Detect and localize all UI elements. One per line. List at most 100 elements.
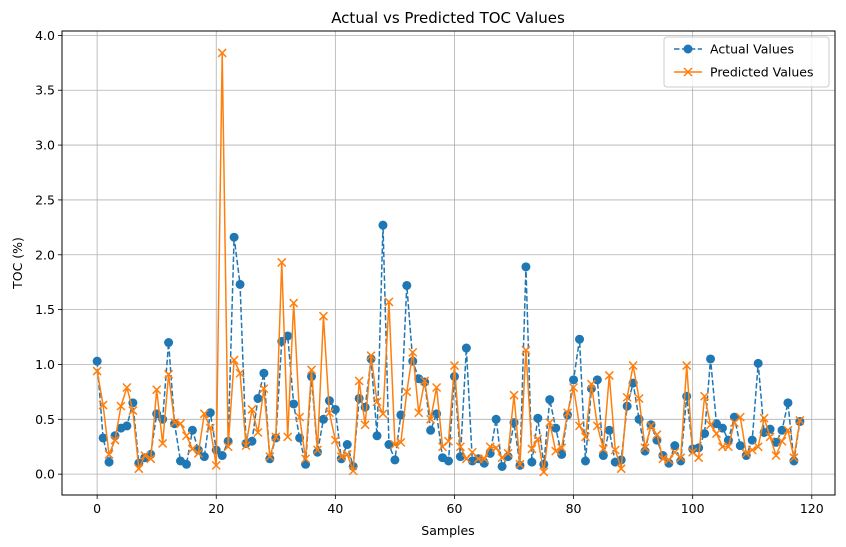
x-tick-label: 80: [566, 501, 582, 516]
data-point: [759, 413, 769, 423]
y-tick-label: 2.5: [35, 192, 55, 207]
data-point: [664, 455, 674, 465]
data-point: [271, 432, 281, 442]
data-point: [706, 354, 716, 364]
data-point: [479, 458, 489, 468]
data-point: [92, 356, 102, 366]
data-point: [592, 421, 602, 431]
data-point: [205, 423, 215, 433]
data-point: [598, 444, 608, 454]
data-point: [312, 447, 322, 457]
data-point: [479, 454, 489, 464]
data-point: [247, 404, 257, 414]
legend-actual-label: Actual Values: [710, 42, 794, 57]
data-point: [122, 421, 132, 431]
data-point: [134, 464, 144, 474]
data-point: [283, 432, 293, 442]
data-point: [598, 451, 608, 461]
x-tick-label: 20: [208, 501, 224, 516]
data-point: [509, 390, 519, 400]
data-point: [426, 414, 436, 424]
data-point: [604, 370, 614, 380]
data-point: [735, 441, 745, 451]
data-point: [199, 409, 209, 419]
data-point: [277, 257, 287, 267]
data-point: [455, 452, 465, 462]
data-point: [652, 430, 662, 440]
data-point: [527, 457, 537, 467]
data-point: [318, 311, 328, 321]
data-point: [116, 401, 126, 411]
data-point: [592, 375, 602, 385]
data-point: [771, 450, 781, 461]
x-tick-label: 120: [800, 501, 824, 516]
data-point: [342, 449, 352, 459]
data-point: [521, 345, 531, 355]
data-point: [711, 429, 722, 439]
grid: [62, 31, 835, 495]
data-point: [342, 440, 352, 450]
data-point: [574, 421, 585, 431]
data-point: [318, 414, 328, 424]
data-point: [253, 427, 263, 438]
data-point: [700, 391, 710, 401]
legend-predicted-marker: [683, 67, 693, 77]
data-point: [646, 421, 656, 431]
data-point: [795, 415, 805, 425]
data-point: [372, 397, 382, 407]
data-point: [640, 446, 650, 456]
data-point: [289, 298, 299, 308]
chart-title: Actual vs Predicted TOC Values: [331, 9, 565, 27]
data-point: [402, 387, 412, 397]
y-axis-label: TOC (%): [10, 237, 25, 290]
data-point: [616, 464, 626, 474]
data-point: [92, 366, 102, 376]
data-point: [622, 392, 632, 402]
data-point: [449, 372, 459, 382]
data-point: [372, 431, 382, 441]
data-point: [110, 435, 120, 445]
data-point: [783, 398, 793, 408]
data-point: [283, 331, 293, 341]
data-point: [640, 443, 650, 453]
legend-actual-marker: [683, 44, 693, 54]
data-point: [426, 425, 436, 435]
y-tick-label: 1.5: [35, 302, 55, 317]
x-tick-label: 60: [447, 501, 463, 516]
data-point: [533, 413, 543, 423]
data-point: [128, 406, 138, 416]
data-point: [181, 459, 191, 469]
data-point: [628, 361, 638, 371]
data-point: [569, 375, 579, 385]
data-point: [384, 297, 394, 307]
data-point: [580, 456, 590, 466]
y-tick-label: 2.0: [35, 247, 55, 262]
data-point: [98, 400, 108, 410]
data-point: [777, 425, 787, 435]
legend: Actual Values Predicted Values: [663, 36, 830, 88]
data-point: [420, 376, 430, 386]
x-axis: 0 20 40 60 80 100 120: [93, 495, 824, 516]
data-point: [211, 460, 221, 470]
data-point: [783, 425, 793, 435]
data-point: [449, 361, 459, 371]
data-point: [461, 343, 471, 353]
y-tick-label: 0.0: [35, 467, 55, 482]
data-point: [390, 440, 400, 450]
data-point: [306, 365, 317, 375]
data-point: [414, 408, 424, 418]
data-point: [396, 437, 406, 447]
data-point: [753, 358, 763, 368]
data-point: [247, 436, 257, 446]
x-tick-label: 40: [327, 501, 343, 516]
data-point: [634, 393, 644, 404]
data-point: [747, 435, 757, 445]
data-point: [265, 452, 275, 462]
data-point: [563, 408, 573, 418]
data-point: [533, 434, 543, 444]
legend-box: [663, 36, 830, 88]
data-point: [646, 420, 656, 430]
data-point: [521, 262, 531, 272]
data-point: [789, 453, 799, 463]
